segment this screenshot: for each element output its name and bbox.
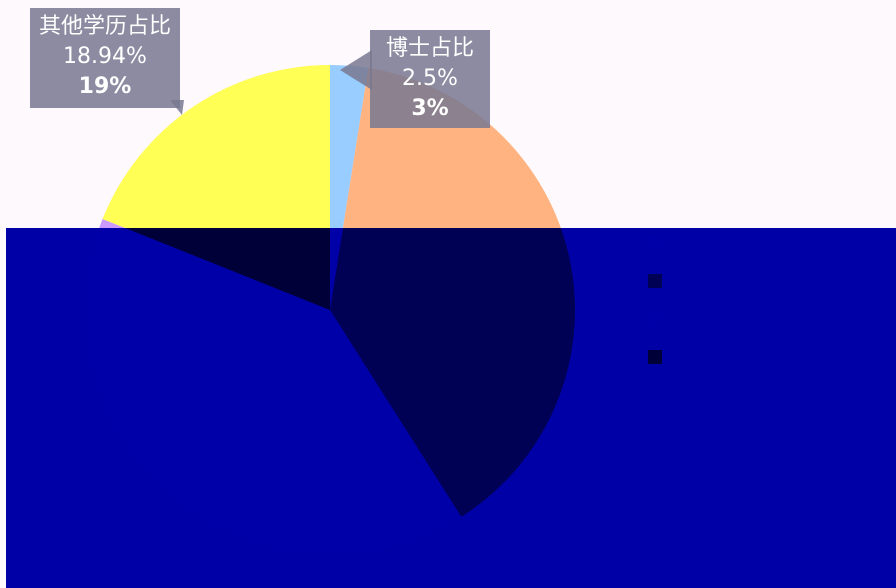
category-label: 其他学历占比18.94% — [38, 14, 171, 69]
data-callout: 其他学历占比18.94% 19% — [30, 8, 180, 108]
category-label: 博士占比2.5% — [385, 36, 474, 91]
overlay — [6, 228, 896, 588]
value-label: 19% — [78, 74, 132, 99]
value-label: 3% — [411, 96, 449, 121]
callout-pointer — [340, 50, 372, 90]
data-callout: 博士占比2.5% 3% — [370, 30, 490, 128]
